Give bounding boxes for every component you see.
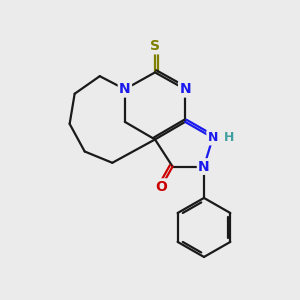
Text: H: H (224, 131, 234, 144)
Text: N: N (179, 82, 191, 96)
Text: S: S (150, 39, 160, 53)
Text: N: N (119, 82, 131, 96)
Text: N: N (208, 131, 218, 144)
Text: O: O (155, 180, 167, 194)
Text: N: N (198, 160, 210, 174)
